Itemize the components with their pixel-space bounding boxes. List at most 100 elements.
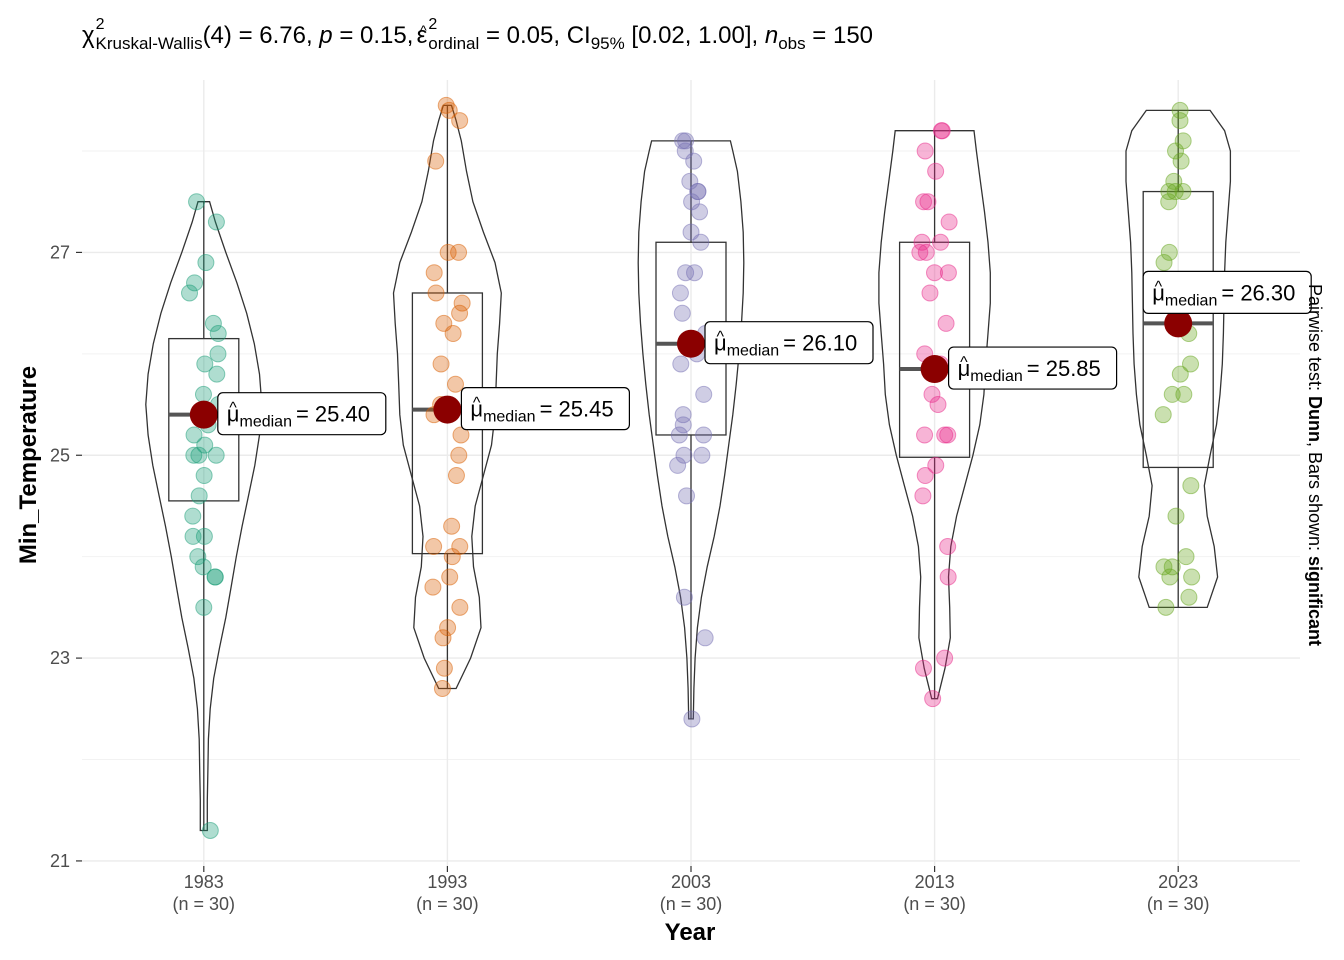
data-point [932,233,950,251]
data-point [914,487,932,505]
data-point [435,659,453,677]
data-point [1167,142,1185,160]
violin-outline [1125,109,1232,609]
data-point [685,152,703,170]
median-labels-layer: ^μmedian = 25.40 ^μmedian = 25.45^μmedian = … [217,270,1312,436]
data-point [425,264,443,282]
data-point [915,193,933,211]
data-point [453,294,471,312]
data-point [674,416,692,434]
data-point [195,598,213,616]
data-point [677,264,695,282]
data-point [913,233,931,251]
mu-symbol: μ [470,397,483,422]
data-point [451,112,469,130]
epsilon-superscript: 2 [428,16,437,33]
data-point [196,436,214,454]
data-point [940,213,958,231]
data-point [927,162,945,180]
data-point [450,446,468,464]
median-point [189,400,218,429]
data-point [695,426,713,444]
data-point [672,355,690,373]
data-point [437,96,455,114]
data-point [196,355,214,373]
data-point [1171,101,1189,119]
data-point [425,538,443,556]
median-label-text: ^μmedian = 25.40 [227,400,370,431]
data-point [190,446,208,464]
caption-test: Dunn [1305,396,1325,442]
data-point [673,304,691,322]
data-point [443,548,461,566]
median-value: = 25.40 [296,402,370,427]
pairwise-caption: Pairwise test: Dunn, Bars shown: signifi… [1305,284,1325,646]
mu-symbol: μ [1152,280,1165,305]
data-point [671,284,689,302]
data-point [1155,558,1173,576]
violin-outline [145,201,263,832]
data-point [1175,385,1193,403]
data-point [1160,183,1178,201]
y-tick-label: 27 [50,242,70,262]
data-point [916,467,934,485]
data-point [201,822,219,840]
data-point [916,426,934,444]
data-point [939,568,957,586]
data-point [447,467,465,485]
violin-outline [878,130,991,700]
x-axis: 1983(n = 30)1993(n = 30)2003(n = 30)2013… [173,866,1210,914]
data-point [929,396,947,414]
data-point [696,629,714,647]
data-point [1180,588,1198,606]
data-point [1161,568,1179,586]
median-label-1993: ^μmedian = 25.45 [460,387,630,431]
mu-hat: ^ [473,395,481,412]
data-point [1182,477,1200,495]
data-point [444,325,462,343]
x-tick-label: 2003 [671,872,711,892]
x-tick-count: (n = 30) [1147,894,1210,914]
median-point [920,355,949,384]
data-point [1155,254,1173,272]
box [1142,190,1214,469]
ci-stat: [0.02, 1.00], [625,22,765,49]
mu-hat: ^ [229,400,237,417]
median-label-2003: ^μmedian = 26.10 [704,321,874,365]
data-point [190,487,208,505]
median-label-1983: ^μmedian = 25.40 [217,392,387,436]
median-point [433,395,462,424]
data-point [916,142,934,160]
data-point [204,314,222,332]
data-point [1177,548,1195,566]
data-point [194,385,212,403]
median-label-box [1142,270,1312,315]
data-point [1171,112,1189,130]
test-subscript: Kruskal-Wallis [96,34,203,53]
median-point [1164,309,1193,338]
n-stat: = 150 [806,22,873,49]
data-point [446,375,464,393]
data-point [209,325,227,343]
data-point [683,710,701,728]
data-point [1183,568,1201,586]
median-label-text: ^μmedian = 25.45 [470,395,613,426]
data-point [678,487,696,505]
group-1993 [392,96,502,698]
mu-symbol: μ [714,331,727,356]
median-subscript: median [239,414,291,431]
data-point [194,558,212,576]
median-point [677,329,705,358]
p-symbol: p [318,22,332,49]
mu-hat: ^ [716,329,724,346]
data-point [686,264,704,282]
data-point [424,578,442,596]
data-point [692,233,710,251]
data-point [691,203,709,221]
data-point [674,406,692,424]
group-2003 [637,132,745,728]
median-label-box [217,392,387,436]
data-point [440,101,458,119]
data-point [433,680,451,698]
data-point [924,690,942,708]
